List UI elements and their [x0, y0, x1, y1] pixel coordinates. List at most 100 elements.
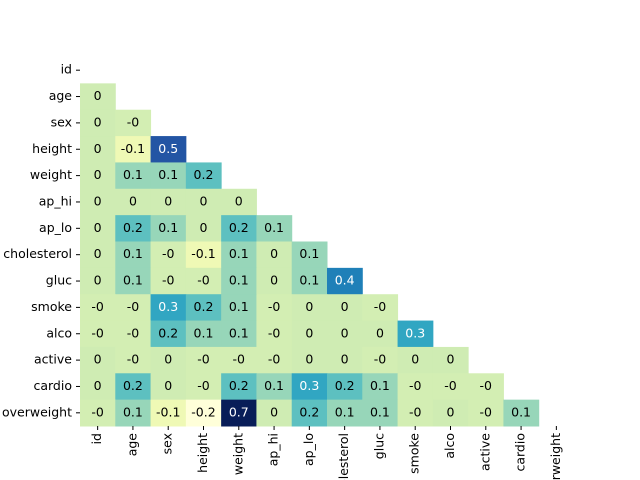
- cell-label: -0.1: [121, 141, 145, 156]
- cell-label: 0.7: [229, 404, 249, 419]
- cell: [327, 373, 363, 401]
- cell-label: 0.1: [335, 404, 355, 419]
- cell: [291, 320, 328, 348]
- x-tick-label: height: [195, 433, 210, 473]
- cell: [291, 241, 328, 269]
- cell: [291, 373, 328, 401]
- cell-label: 0.2: [229, 220, 249, 235]
- cell-label: -0.1: [156, 404, 180, 419]
- cell-label: -0.1: [191, 246, 215, 261]
- cell: [221, 373, 257, 401]
- cell: [432, 399, 469, 427]
- cell-label: -0: [409, 404, 422, 419]
- cell-label: 0.1: [299, 246, 319, 261]
- cell: [221, 320, 257, 348]
- x-tick-label: cholesterol: [336, 433, 351, 480]
- cell: [80, 241, 116, 269]
- cell: [185, 162, 222, 190]
- cell-label: 0: [341, 352, 349, 367]
- y-tick-label: age: [49, 88, 73, 103]
- cell-label: -0.2: [191, 404, 215, 419]
- cell-label: -0: [91, 325, 104, 340]
- cell: [185, 373, 222, 401]
- cell: [397, 373, 434, 401]
- cell: [80, 162, 116, 190]
- cell: [185, 320, 222, 348]
- cell-label: 0.1: [229, 246, 249, 261]
- cell-label: -0: [162, 246, 175, 261]
- cell-label: 0.5: [158, 141, 178, 156]
- cell: [115, 241, 152, 269]
- cell-label: 0.1: [229, 325, 249, 340]
- cell: [362, 373, 399, 401]
- x-tick-label: active: [477, 433, 492, 471]
- cell: [291, 267, 328, 295]
- cell-label: 0.2: [229, 378, 249, 393]
- y-tick-label: ap_hi: [39, 193, 72, 208]
- cell: [185, 346, 222, 374]
- cell: [397, 346, 434, 374]
- y-tick-label: smoke: [31, 299, 72, 314]
- cell: [291, 294, 328, 322]
- cell: [150, 241, 187, 269]
- cell-label: 0: [200, 193, 208, 208]
- cell: [185, 215, 222, 242]
- cell-label: 0: [341, 299, 349, 314]
- cell: [80, 109, 116, 137]
- cell: [503, 399, 540, 427]
- cell: [115, 136, 152, 163]
- cell-label: 0: [447, 352, 455, 367]
- cell: [80, 267, 116, 295]
- x-tick-label: cardio: [513, 433, 528, 472]
- cell-label: -0: [162, 273, 175, 288]
- cell: [256, 215, 293, 242]
- cell: [468, 373, 504, 401]
- x-tick-label: id: [89, 433, 104, 444]
- cell: [221, 294, 257, 322]
- cell-label: -0: [480, 404, 493, 419]
- cell: [185, 399, 222, 427]
- cell-label: 0: [270, 246, 278, 261]
- cell: [362, 346, 399, 374]
- cell-label: 0.2: [335, 378, 355, 393]
- cell: [150, 399, 187, 427]
- y-tick-label: alco: [46, 325, 72, 340]
- x-tick-label: overweight: [548, 433, 563, 480]
- cell: [115, 215, 152, 242]
- x-tick-label: weight: [230, 433, 245, 475]
- cell-label: 0.3: [405, 325, 425, 340]
- cell-label: -0: [374, 299, 387, 314]
- cell-label: -0: [268, 299, 281, 314]
- cell-label: 0.1: [194, 325, 214, 340]
- cell-label: 0: [94, 220, 102, 235]
- cell: [256, 399, 293, 427]
- cell-label: 0: [94, 273, 102, 288]
- cell-label: 0: [94, 378, 102, 393]
- cell-label: 0.1: [158, 167, 178, 182]
- x-tick-label: gluc: [371, 433, 386, 459]
- cell: [80, 136, 116, 163]
- cell: [150, 136, 187, 163]
- cell-label: 0: [447, 404, 455, 419]
- cell: [256, 346, 293, 374]
- cell: [362, 320, 399, 348]
- cell: [115, 346, 152, 374]
- cell-label: 0.1: [370, 404, 390, 419]
- cell: [291, 346, 328, 374]
- cell-label: 0: [305, 299, 313, 314]
- cell: [327, 346, 363, 374]
- cell-label: 0.2: [299, 404, 319, 419]
- cell-label: -0: [444, 378, 457, 393]
- y-tick-label: id: [61, 62, 72, 77]
- cell-label: -0: [480, 378, 493, 393]
- cell-label: -0: [197, 378, 210, 393]
- cell: [115, 373, 152, 401]
- x-tick-label: sex: [160, 433, 175, 454]
- cell-label: 0.1: [123, 273, 143, 288]
- cell: [397, 320, 434, 348]
- cell: [256, 373, 293, 401]
- y-tick-label: sex: [51, 114, 72, 129]
- cell-label: 0.1: [229, 273, 249, 288]
- cell: [256, 320, 293, 348]
- cell-label: 0.1: [123, 246, 143, 261]
